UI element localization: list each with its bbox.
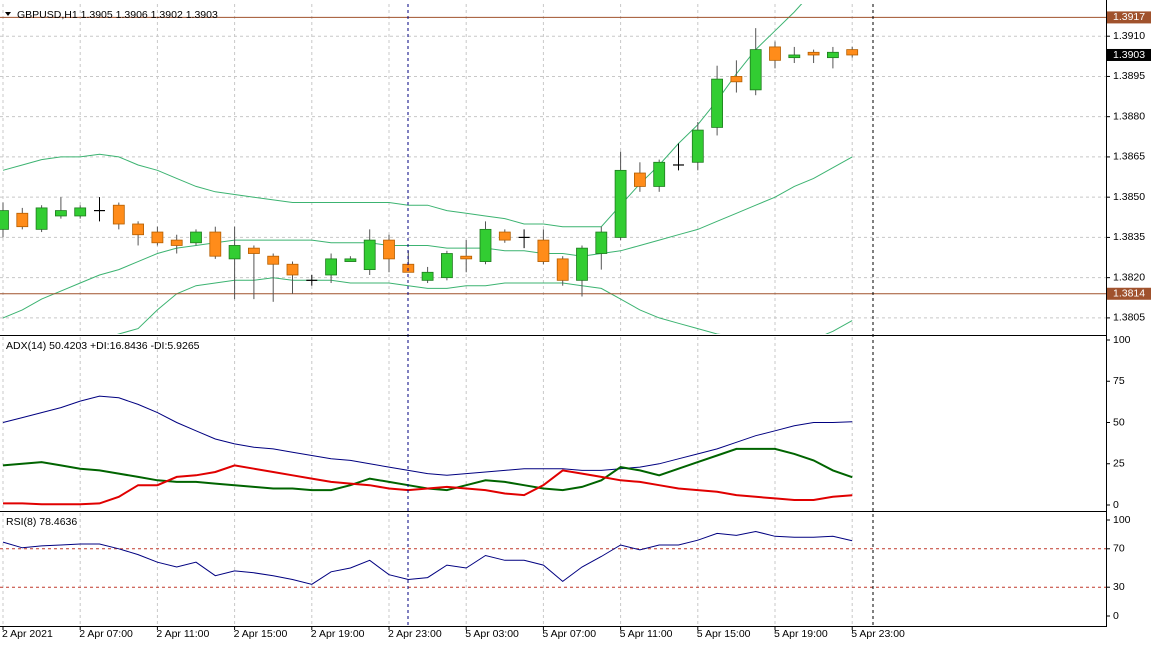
candle-body [691,129,704,163]
last-price-label: 1.3903 [1113,49,1145,61]
indicator-line [3,464,853,506]
y-tick-label: 1.3835 [1113,231,1145,243]
panel [0,4,1106,334]
indicator-line [2,395,853,476]
candle-body [537,239,550,262]
y-tick-label: 1.3865 [1113,151,1145,163]
candle-body [730,76,743,83]
candle-body [170,239,183,246]
candle-body [595,231,608,254]
candle-body [35,207,48,230]
y-tick-label: 1.3910 [1113,30,1145,42]
y-tick-label: 1.3880 [1113,110,1145,122]
candle-body [344,258,357,262]
y-tick-label: 0 [1113,610,1119,622]
candle-body [421,271,434,281]
x-tick-label: 5 Apr 15:00 [697,628,751,640]
y-tick-label: 100 [1113,334,1131,346]
candle-body [556,258,569,281]
x-tick-label: 2 Apr 23:00 [388,628,442,640]
candle-body [440,253,453,279]
x-tick-label: 2 Apr 11:00 [156,628,209,640]
candle-body [267,255,280,265]
y-tick-label: 50 [1113,416,1125,428]
y-tick-label: 70 [1113,543,1125,555]
candle-body [228,245,241,260]
candle-body [634,172,646,187]
x-tick-label: 2 Apr 15:00 [234,628,288,640]
x-tick-label: 5 Apr 07:00 [542,628,596,640]
y-tick-label: 0 [1113,499,1119,511]
y-tick-label: 1.3820 [1113,271,1145,283]
candle-body [151,231,164,244]
x-tick-label: 5 Apr 19:00 [774,628,828,640]
x-tick-label: 2 Apr 07:00 [79,628,133,640]
candle-body [16,212,29,228]
candle-body [0,210,9,230]
candle-body [460,255,473,260]
level-price-label: 1.3814 [1113,288,1145,300]
bollinger-band [116,277,853,334]
y-tick-label: 25 [1113,458,1125,470]
level-price-label: 1.3917 [1113,11,1145,23]
rsi-title: RSI(8) 78.4636 [6,516,77,528]
x-tick-label: 5 Apr 11:00 [620,628,673,640]
candle-body [363,239,376,271]
candle-body [209,231,222,257]
panel [0,513,1106,625]
candle-body [653,161,666,187]
x-tick-label: 5 Apr 23:00 [851,628,905,640]
y-tick-label: 1.3895 [1113,70,1145,82]
candle-body [788,54,801,59]
bollinger-band [2,4,803,228]
x-tick-label: 5 Apr 03:00 [465,628,519,640]
y-tick-label: 1.3850 [1113,191,1145,203]
panel [2,337,853,510]
y-tick-label: 75 [1113,375,1125,387]
candle-body [711,78,723,128]
candle-body [286,263,299,276]
candle-body [383,239,395,260]
last-price-box [1107,48,1151,61]
x-tick-label: 2 Apr 19:00 [311,628,365,640]
candle-body [846,49,859,56]
candle-body [827,51,839,59]
candle-body [479,228,492,262]
bollinger-band [2,156,853,319]
y-tick-label: 30 [1113,581,1125,593]
level-price-box [1107,287,1151,300]
candle-body [498,231,511,241]
collapse-triangle[interactable] [5,12,11,16]
level-price-box [1107,11,1151,24]
candle-body [112,204,125,225]
candle-body [769,46,781,61]
indicator-line [2,530,853,585]
candle-body [55,210,67,217]
candle-body [807,51,820,56]
candle-body [325,258,338,276]
candle-body [749,49,762,91]
candle-body [132,223,145,236]
chart-title: GBPUSD,H1 1.3905 1.3906 1.3902 1.3903 [17,9,218,21]
y-tick-label: 1.3805 [1113,312,1145,324]
y-tick-label: 100 [1113,514,1131,526]
candle-body [74,207,87,217]
candle-body [190,231,202,244]
candle-body [247,247,260,254]
candle-body [614,169,627,238]
candle-body [576,247,588,281]
adx-title: ADX(14) 50.4203 +DI:16.8436 -DI:5.9265 [6,340,200,352]
x-tick-label: 2 Apr 2021 [2,628,53,640]
